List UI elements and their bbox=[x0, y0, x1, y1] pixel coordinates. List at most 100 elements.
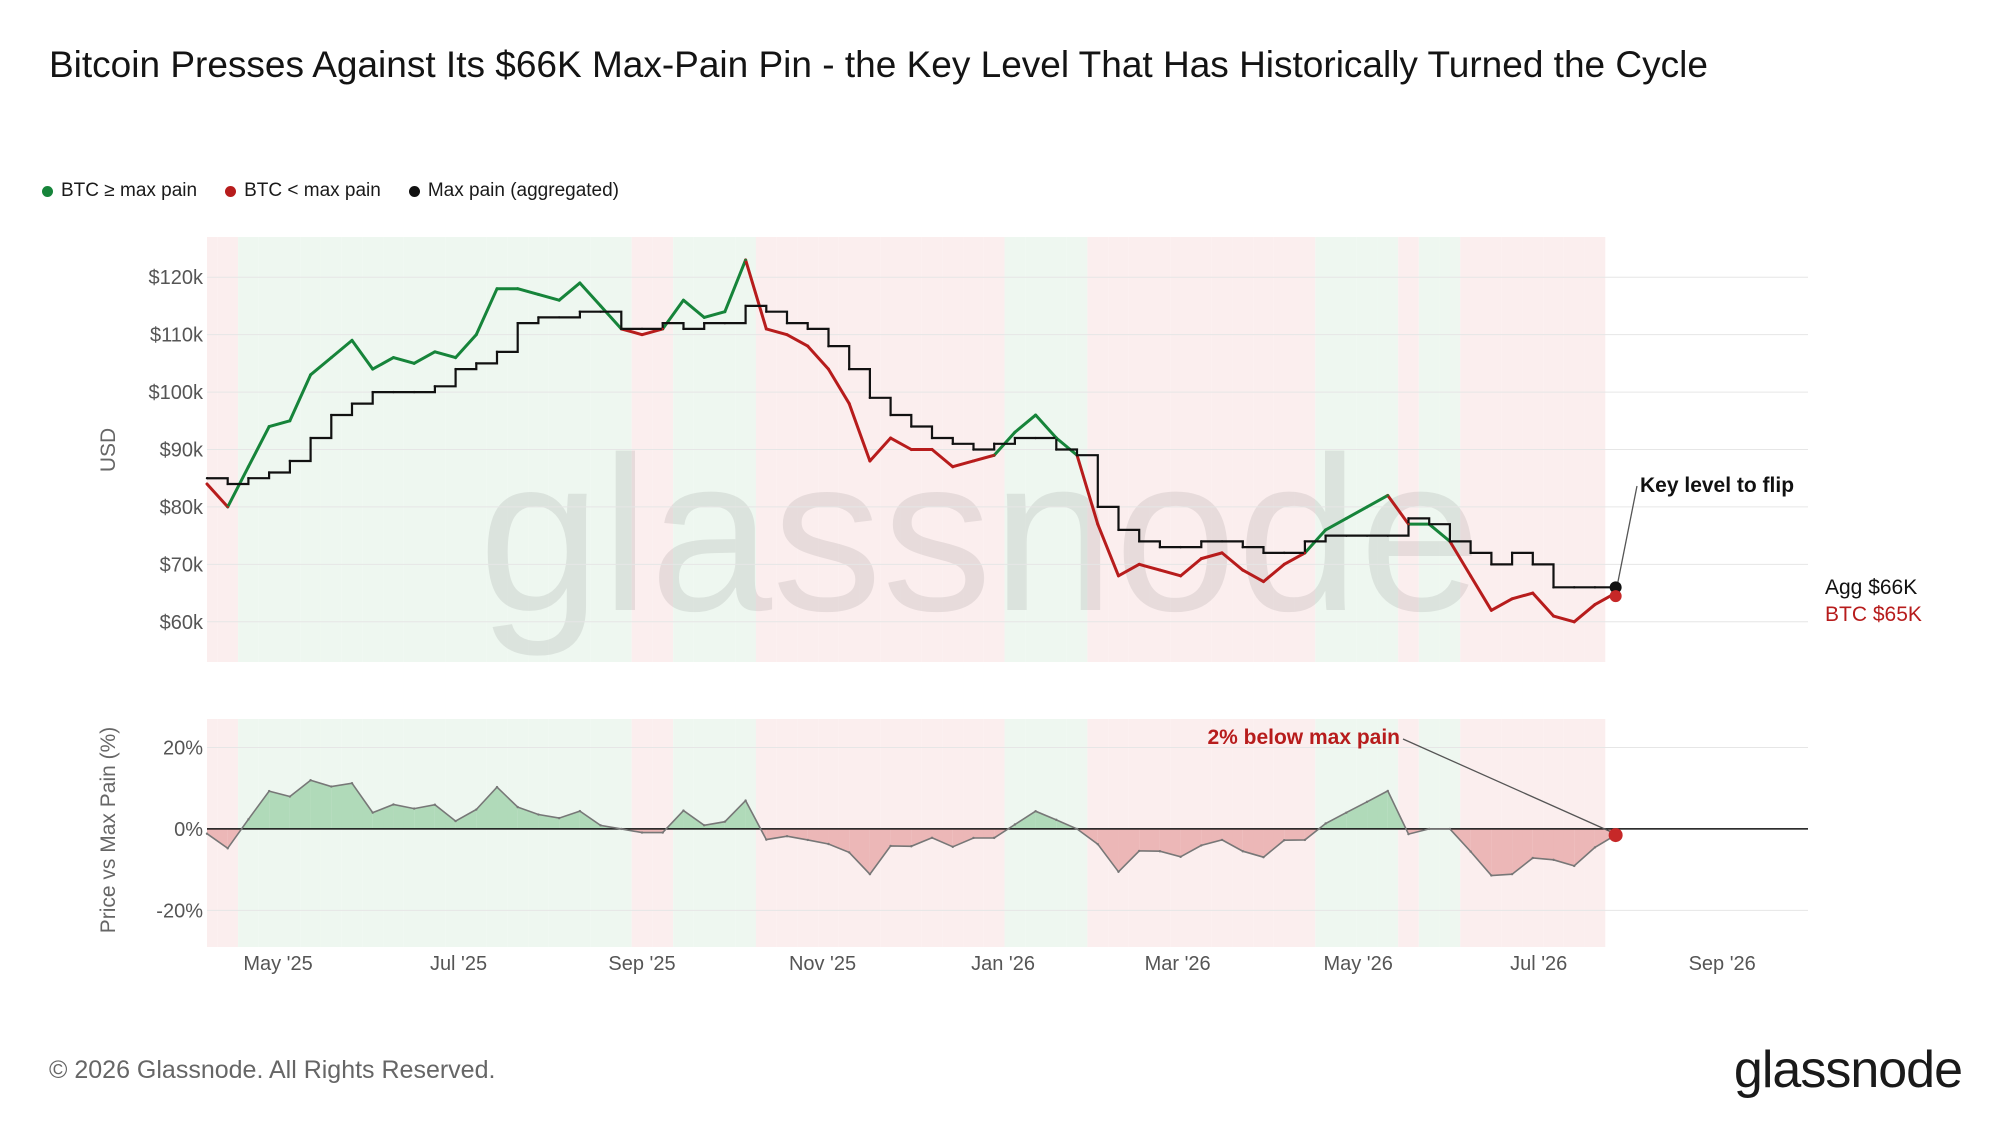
btc-point bbox=[868, 459, 872, 463]
btc-segment-above bbox=[578, 281, 603, 308]
deviation-area-positive bbox=[248, 791, 270, 829]
regime-band bbox=[320, 719, 342, 947]
max-pain-point bbox=[1220, 540, 1224, 543]
deviation-point bbox=[1448, 827, 1452, 831]
annotation-deviation: 2% below max pain bbox=[1207, 726, 1400, 749]
regime-band bbox=[548, 719, 570, 947]
btc-segment-below bbox=[205, 482, 230, 509]
deviation-point bbox=[847, 851, 851, 854]
deviation-point bbox=[454, 819, 457, 823]
deviation-point bbox=[682, 809, 685, 812]
legend-item-btc-above[interactable]: BTC ≥ max pain bbox=[42, 180, 197, 202]
btc-point bbox=[1510, 597, 1514, 601]
btc-segment-below bbox=[1489, 597, 1514, 612]
max-pain-point bbox=[1096, 505, 1099, 509]
deviation-area-positive bbox=[393, 804, 415, 829]
btc-point bbox=[702, 316, 706, 319]
btc-point bbox=[1282, 563, 1286, 566]
deviation-point bbox=[1573, 864, 1576, 868]
deviation-point bbox=[827, 842, 830, 846]
deviation-area-positive bbox=[414, 804, 435, 829]
regime-band bbox=[590, 719, 611, 947]
max-pain-point bbox=[433, 385, 437, 388]
max-pain-point bbox=[868, 396, 872, 400]
btc-segment-below bbox=[1510, 591, 1535, 601]
deviation-area-positive bbox=[269, 791, 290, 829]
annotation-agg-value: Agg $66K bbox=[1825, 576, 1917, 599]
deviation-point bbox=[1531, 856, 1534, 860]
max-pain-point bbox=[578, 310, 582, 313]
max-pain-point bbox=[1241, 545, 1244, 549]
max-pain-point bbox=[723, 321, 727, 325]
deviation-point bbox=[1593, 846, 1597, 849]
deviation-area-positive bbox=[1325, 812, 1347, 829]
y-tick-label: 20% bbox=[163, 738, 203, 760]
btc-segment-below bbox=[1572, 603, 1597, 624]
deviation-point bbox=[951, 845, 954, 849]
annotation-btc-value: BTC $65K bbox=[1825, 603, 1922, 626]
regime-band bbox=[424, 719, 446, 947]
max-pain-point bbox=[972, 448, 975, 451]
chart-title: Bitcoin Presses Against Its $66K Max-Pai… bbox=[49, 44, 1708, 85]
max-pain-point bbox=[412, 390, 416, 394]
legend-item-btc-below[interactable]: BTC < max pain bbox=[225, 180, 381, 202]
regime-band bbox=[1315, 719, 1336, 947]
btc-point bbox=[951, 465, 954, 468]
max-pain-point bbox=[1034, 436, 1037, 440]
regime-band bbox=[1377, 719, 1399, 947]
btc-point bbox=[1220, 551, 1224, 555]
deviation-point bbox=[1490, 874, 1493, 877]
deviation-point bbox=[1241, 850, 1244, 853]
y-tick-label: $110k bbox=[150, 325, 204, 347]
btc-point bbox=[992, 454, 996, 457]
max-pain-point bbox=[640, 327, 644, 331]
btc-point bbox=[1013, 431, 1017, 434]
glassnode-logo: glassnode bbox=[1733, 1041, 1963, 1099]
deviation-area-positive bbox=[497, 787, 518, 829]
max-pain-point bbox=[1531, 563, 1534, 566]
max-pain-point bbox=[226, 482, 229, 486]
deviation-point bbox=[392, 803, 395, 806]
y-tick-label: $90k bbox=[160, 440, 204, 462]
max-pain-point bbox=[247, 477, 250, 480]
btc-segment-above bbox=[309, 356, 333, 377]
regime-band bbox=[1439, 719, 1461, 947]
legend-label-max-pain: Max pain (aggregated) bbox=[427, 180, 620, 201]
deviation-area-negative bbox=[1263, 828, 1285, 858]
btc-segment-below bbox=[971, 453, 996, 463]
deviation-point bbox=[433, 803, 437, 806]
regime-band bbox=[1004, 719, 1026, 947]
deviation-point bbox=[785, 834, 789, 838]
max-pain-point bbox=[744, 304, 747, 308]
deviation-area-negative bbox=[1491, 828, 1513, 876]
max-pain-point bbox=[702, 321, 706, 325]
max-pain-point bbox=[330, 413, 333, 417]
deviation-point bbox=[744, 799, 747, 802]
btc-point bbox=[827, 367, 830, 371]
y-axis-title-deviation: Price vs Max Pain (%) bbox=[97, 727, 120, 934]
btc-segment-below bbox=[1179, 557, 1203, 578]
btc-segment-above bbox=[1013, 413, 1038, 434]
deviation-end-marker bbox=[1608, 828, 1623, 843]
deviation-area-negative bbox=[1118, 828, 1140, 872]
btc-segment-below bbox=[744, 258, 768, 331]
max-pain-point bbox=[1365, 534, 1369, 537]
regime-band bbox=[673, 719, 694, 947]
deviation-area-negative bbox=[1139, 828, 1160, 852]
legend-item-max-pain[interactable]: Max pain (aggregated) bbox=[408, 180, 620, 202]
max-pain-point bbox=[930, 436, 934, 440]
deviation-area-negative bbox=[1097, 828, 1119, 872]
max-pain-point bbox=[1407, 517, 1410, 520]
btc-point bbox=[785, 333, 789, 336]
deviation-point bbox=[537, 813, 540, 816]
btc-point bbox=[1386, 494, 1389, 497]
deviation-point bbox=[1552, 858, 1555, 861]
y-tick-label: -20% bbox=[156, 900, 203, 922]
deviation-area-positive bbox=[1367, 790, 1388, 829]
deviation-point bbox=[930, 836, 934, 839]
regime-band bbox=[362, 719, 384, 947]
max-pain-point bbox=[785, 321, 789, 325]
max-pain-point bbox=[889, 413, 892, 417]
btc-segment-above bbox=[681, 298, 706, 319]
btc-point bbox=[1365, 505, 1369, 509]
